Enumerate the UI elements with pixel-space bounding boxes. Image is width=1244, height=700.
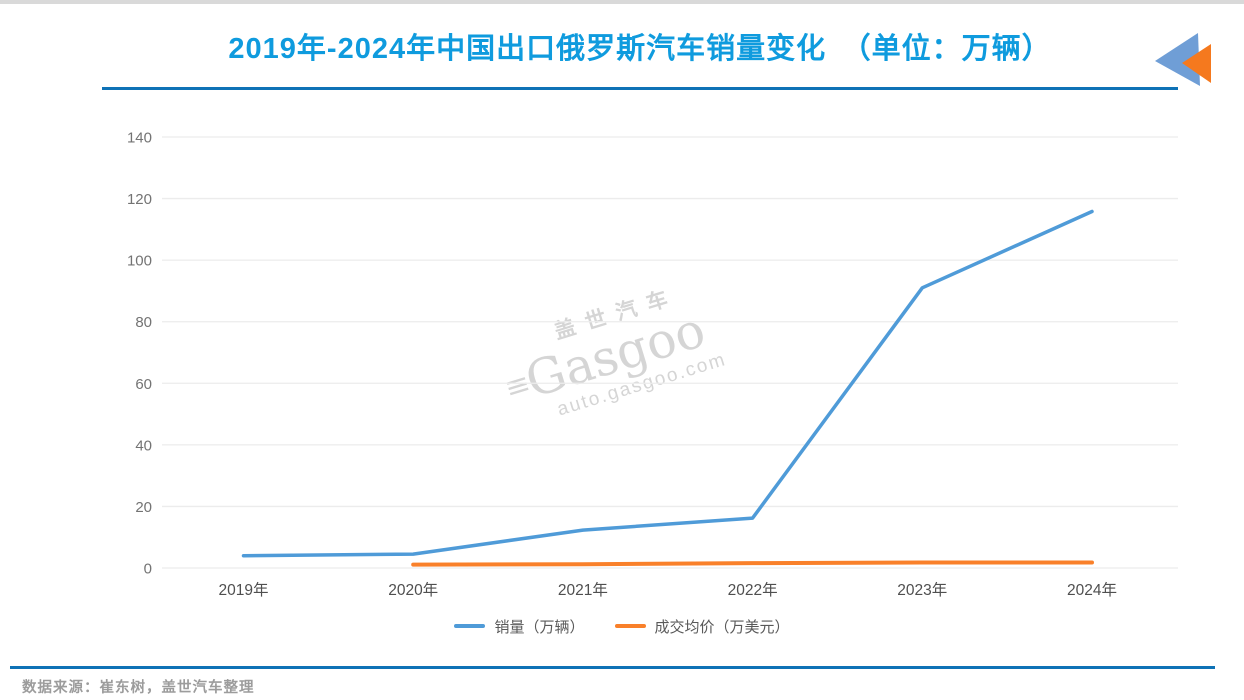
y-axis-tick-40: 40 — [135, 437, 152, 454]
chart-header: 2019年-2024年中国出口俄罗斯汽车销量变化 （单位：万辆） — [102, 28, 1178, 70]
x-axis-tick-5: 2023年 — [897, 581, 947, 599]
x-axis-tick-4: 2022年 — [728, 581, 778, 599]
chart-legend: 销量（万辆） 成交均价（万美元） — [0, 613, 1244, 639]
x-axis-tick-6: 2024年 — [1067, 581, 1117, 599]
x-axis-tick-2: 2020年 — [388, 581, 438, 599]
series-line-2 — [411, 560, 1094, 567]
y-axis-tick-0: 0 — [144, 561, 152, 578]
y-axis-tick-60: 60 — [135, 376, 152, 393]
data-source-text: 数据来源：崔东树，盖世汽车整理 — [22, 680, 255, 696]
y-axis-tick-140: 140 — [127, 130, 152, 147]
legend-label-2: 成交均价（万美元） — [654, 618, 790, 636]
gasgoo-logo-icon — [1155, 33, 1211, 86]
footer-divider — [10, 666, 1215, 669]
window-top-edge — [0, 0, 1244, 4]
page-title: 2019年-2024年中国出口俄罗斯汽车销量变化 （单位：万辆） — [228, 33, 1052, 65]
legend-label-1: 销量（万辆） — [494, 618, 585, 636]
line-chart: 0 20 40 60 80 100 120 140 2019年 2020年 2021年 2022年 20… — [127, 130, 1178, 599]
y-axis-tick-100: 100 — [127, 253, 152, 270]
y-axis-tick-120: 120 — [127, 191, 152, 208]
x-axis-tick-3: 2021年 — [558, 581, 608, 599]
y-axis-tick-20: 20 — [135, 499, 152, 516]
series-line-1 — [241, 209, 1094, 558]
legend-swatch-1 — [454, 624, 486, 628]
x-axis-tick-1: 2019年 — [219, 581, 269, 599]
header-divider — [102, 87, 1178, 90]
y-axis-tick-80: 80 — [135, 314, 152, 331]
legend-item-2: 成交均价（万美元） — [614, 616, 790, 637]
legend-swatch-2 — [614, 624, 646, 628]
legend-item-1: 销量（万辆） — [454, 616, 585, 637]
